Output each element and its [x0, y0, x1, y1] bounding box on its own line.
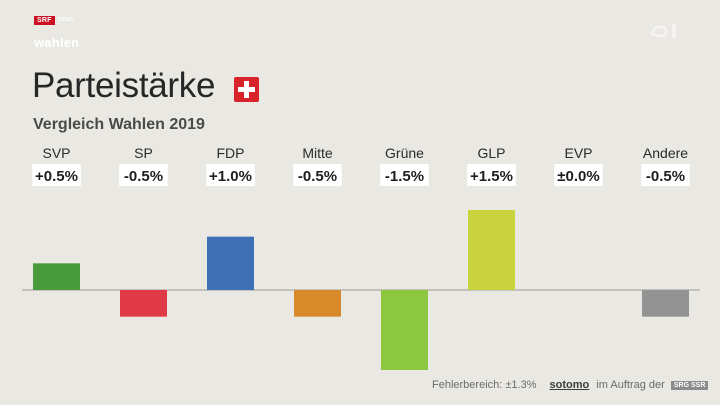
value-label: +0.5% — [35, 168, 78, 185]
category-label: Mitte — [302, 145, 333, 161]
value-label: ±0.0% — [557, 168, 599, 185]
value-label: -0.5% — [124, 168, 163, 185]
bar-andere — [642, 290, 689, 317]
value-label-box — [641, 164, 690, 186]
news-label: news — [57, 16, 74, 23]
category-label: GLP — [477, 145, 505, 161]
value-label-box — [119, 164, 168, 186]
bar-mitte — [294, 290, 341, 317]
category-label: Grüne — [385, 145, 424, 161]
bar-sp — [120, 290, 167, 317]
value-label: +1.5% — [470, 168, 513, 185]
chart-subtitle: Vergleich Wahlen 2019 — [33, 116, 205, 133]
value-label: +1.0% — [209, 168, 252, 185]
chart-title: Parteistärke — [32, 66, 216, 105]
srf-news-wahlen-logo: SRF news wahlen — [34, 16, 79, 50]
bar-fdp — [207, 236, 254, 290]
error-margin-note: Fehlerbereich: ±1.3% — [432, 379, 537, 391]
srf-logo: SRF — [34, 16, 55, 25]
value-label-box — [554, 164, 603, 186]
bar-glp — [468, 210, 515, 290]
category-label: SP — [134, 145, 153, 161]
category-label: FDP — [217, 145, 245, 161]
value-label-box — [293, 164, 342, 186]
commission-text: im Auftrag der — [596, 379, 665, 391]
sotomo-logo: sotomo — [549, 379, 590, 391]
chart-footer: Fehlerbereich: ±1.3% sotomo im Auftrag d… — [432, 379, 709, 391]
bar-grne — [381, 290, 428, 370]
bar-svp — [33, 263, 80, 290]
value-label-box — [206, 164, 255, 186]
category-label: EVP — [564, 145, 592, 161]
srg-ssr-logo: SRG SSR — [670, 381, 709, 390]
wahlen-label: wahlen — [34, 35, 80, 50]
value-label-box — [380, 164, 429, 186]
category-label: Andere — [643, 145, 688, 161]
value-label: -0.5% — [646, 168, 685, 185]
value-label: -1.5% — [385, 168, 424, 185]
value-label-box — [32, 164, 81, 186]
category-label: SVP — [42, 145, 70, 161]
value-label: -0.5% — [298, 168, 337, 185]
value-label-box — [467, 164, 516, 186]
channel-watermark-icon — [650, 24, 676, 38]
swiss-flag-icon — [234, 77, 259, 102]
